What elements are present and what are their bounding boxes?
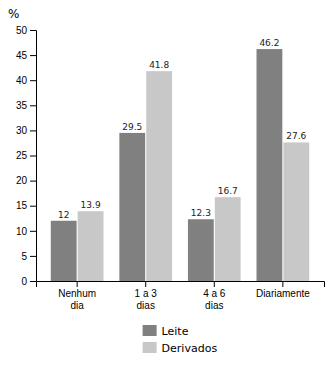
x-tick: 4 a 6dias	[203, 281, 226, 311]
data-label: 27.6	[286, 131, 306, 141]
x-tick-mark	[77, 281, 78, 287]
x-tick: 1 a 3dias	[135, 281, 158, 311]
y-axis-title: %	[8, 7, 19, 21]
x-tick-label: Nenhumdia	[58, 288, 96, 311]
y-tick: 5	[21, 251, 36, 262]
legend: Leite Derivados	[143, 325, 218, 355]
x-tick-label-line: dias	[205, 300, 223, 311]
y-tick: 30	[16, 125, 36, 136]
y-tick-mark	[30, 156, 36, 157]
x-tick-label: 4 a 6dias	[203, 288, 226, 311]
data-labels: 12 29.5 12.3 46.2 13.9 41.8 16.7 27.6	[58, 38, 307, 220]
bar	[283, 142, 309, 281]
y-tick-mark	[30, 105, 36, 106]
x-tick-label-line: Nenhum	[58, 288, 96, 299]
y-tick-mark	[30, 30, 36, 31]
data-label: 46.2	[259, 38, 279, 48]
y-tick-label: 10	[16, 226, 28, 237]
data-label: 13.9	[81, 200, 101, 210]
data-label: 29.5	[122, 122, 142, 132]
bar	[257, 49, 283, 281]
y-tick-mark	[30, 181, 36, 182]
y-axis-line	[30, 31, 37, 282]
x-tick-label-line: 4 a 6	[203, 288, 226, 299]
x-tick: Nenhumdia	[58, 281, 96, 311]
y-tick-label: 40	[16, 75, 28, 86]
plot: 05101520253035404550Nenhumdia1 a 3dias4 …	[16, 25, 325, 311]
x-tick-mark	[282, 281, 283, 287]
y-tick-label: 45	[16, 50, 28, 61]
y-tick: 0	[21, 276, 36, 287]
y-tick: 15	[16, 200, 36, 211]
bar	[188, 219, 214, 281]
x-tick-mark	[145, 281, 146, 287]
x-tick-label-line: dia	[70, 300, 84, 311]
legend-swatch	[143, 325, 157, 336]
bar	[51, 221, 77, 281]
y-tick-label: 0	[21, 276, 27, 287]
y-tick: 40	[16, 75, 36, 86]
data-label: 12.3	[191, 208, 211, 218]
y-tick-label: 15	[16, 200, 28, 211]
y-axis: 0 5 10 15 20 25 30 35 40 45 50	[16, 25, 37, 287]
y-tick-label: 35	[16, 100, 28, 111]
x-tick: Diariamente	[256, 281, 310, 299]
y-tick-mark	[30, 256, 36, 257]
bar	[146, 71, 172, 281]
chart: 05101520253035404550Nenhumdia1 a 3dias4 …	[0, 0, 336, 373]
x-axis: Nenhumdia1 a 3dias4 a 6diasDiariamente	[37, 281, 325, 311]
bar	[78, 211, 104, 281]
data-label: 12	[58, 210, 69, 220]
y-tick-mark	[30, 206, 36, 207]
legend-item: Leite	[143, 325, 189, 338]
x-tick-label-line: dias	[137, 300, 155, 311]
y-tick-label: 5	[21, 251, 27, 262]
y-tick: 50	[16, 25, 36, 36]
x-tick-label-line: Diariamente	[256, 288, 310, 299]
y-tick-label: 20	[16, 175, 28, 186]
y-tick-mark	[30, 80, 36, 81]
y-tick: 45	[16, 50, 36, 61]
y-tick-label: 50	[16, 25, 28, 36]
bar	[215, 197, 241, 281]
legend-item: Derivados	[143, 342, 218, 355]
x-tick-label-line: 1 a 3	[135, 288, 158, 299]
bar	[119, 133, 145, 281]
y-tick: 10	[16, 226, 36, 237]
y-tick: 35	[16, 100, 36, 111]
y-tick-label: 30	[16, 125, 28, 136]
x-tick-label: Diariamente	[256, 288, 310, 299]
data-label: 41.8	[149, 60, 169, 70]
y-tick-mark	[30, 231, 36, 232]
x-tick-label: 1 a 3dias	[135, 288, 158, 311]
legend-swatch	[143, 342, 157, 353]
y-tick-label: 25	[16, 150, 28, 161]
legend-label: Derivados	[162, 342, 218, 355]
y-tick-mark	[30, 55, 36, 56]
y-tick-mark	[30, 281, 36, 282]
y-tick-mark	[30, 130, 36, 131]
legend-label: Leite	[162, 325, 189, 338]
x-tick-mark	[214, 281, 215, 287]
y-tick: 25	[16, 150, 36, 161]
x-axis-line	[37, 282, 325, 288]
data-label: 16.7	[218, 186, 238, 196]
y-tick: 20	[16, 175, 36, 186]
bars	[51, 49, 309, 281]
